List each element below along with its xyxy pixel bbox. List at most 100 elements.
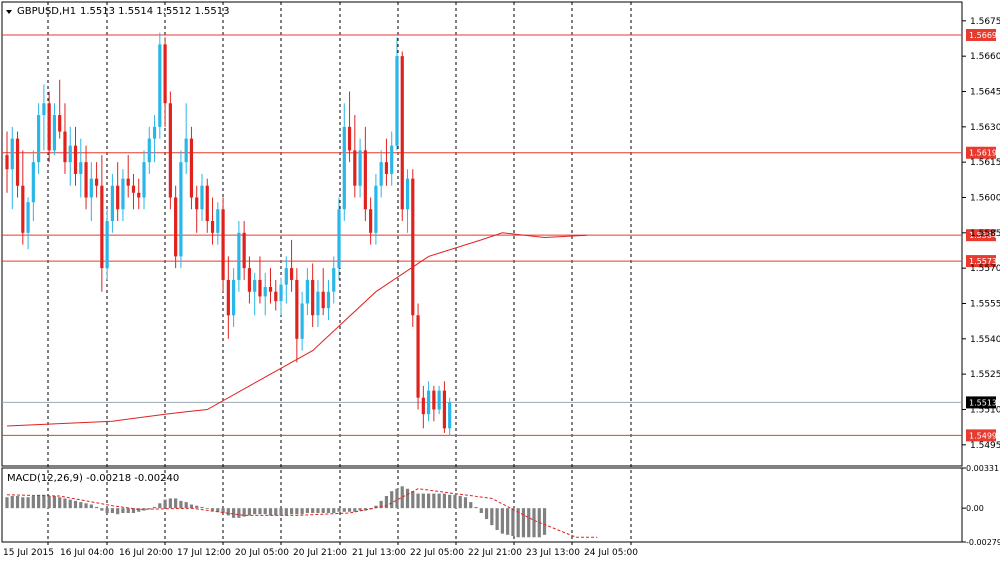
macd-histogram-bar bbox=[73, 500, 78, 509]
candle-body bbox=[68, 145, 72, 163]
candle-body bbox=[79, 162, 83, 174]
candle-body bbox=[300, 303, 304, 339]
macd-histogram-bar bbox=[516, 508, 520, 538]
candle-body bbox=[305, 279, 309, 304]
candle-body bbox=[363, 150, 367, 210]
level-price-badge bbox=[966, 255, 996, 268]
candle-body bbox=[52, 115, 57, 151]
candle-body bbox=[126, 178, 130, 186]
macd-histogram-bar bbox=[274, 508, 278, 516]
candle-body bbox=[379, 162, 383, 186]
candle-body bbox=[437, 390, 441, 410]
macd-histogram-bar bbox=[210, 508, 215, 511]
macd-histogram-bar bbox=[137, 508, 141, 512]
macd-histogram-bar bbox=[126, 508, 130, 514]
candle-body bbox=[221, 209, 225, 280]
candle-body bbox=[253, 279, 257, 292]
macd-histogram-bar bbox=[374, 505, 378, 509]
candle-body bbox=[110, 185, 114, 222]
candle-body bbox=[31, 162, 35, 203]
macd-label: MACD(12,26,9) -0.00218 -0.00240 bbox=[7, 473, 179, 484]
macd-histogram-bar bbox=[258, 508, 262, 515]
candle-body bbox=[147, 138, 151, 163]
candle-body bbox=[268, 286, 273, 292]
macd-histogram-bar bbox=[390, 491, 394, 509]
macd-histogram-bar bbox=[58, 497, 62, 509]
macd-histogram-bar bbox=[400, 486, 404, 509]
candle-body bbox=[131, 185, 136, 193]
candle-body bbox=[321, 291, 325, 309]
macd-histogram-bar bbox=[411, 491, 415, 509]
macd-histogram-bar bbox=[42, 494, 46, 509]
symbol-label[interactable]: GBPUSD,H1 bbox=[17, 6, 76, 17]
candle-body bbox=[142, 162, 146, 198]
candle-body bbox=[73, 145, 78, 174]
candle-body bbox=[295, 279, 299, 339]
macd-histogram-bar bbox=[316, 508, 320, 514]
macd-histogram-bar bbox=[47, 496, 51, 509]
candle-body bbox=[232, 279, 236, 316]
y-tick-label: 1.5495 bbox=[970, 441, 1000, 451]
macd-histogram-bar bbox=[52, 496, 57, 509]
candle-body bbox=[237, 232, 241, 280]
level-price-text: 1.5619 bbox=[969, 149, 997, 158]
macd-histogram-bar bbox=[416, 493, 420, 509]
y-tick-label: 1.5510 bbox=[970, 405, 1000, 415]
macd-histogram-bar bbox=[511, 508, 515, 537]
moving-average-line bbox=[6, 232, 587, 427]
macd-histogram-bar bbox=[321, 508, 325, 514]
candle-body bbox=[427, 390, 431, 415]
candle-body bbox=[5, 155, 9, 170]
candle-body bbox=[263, 286, 267, 297]
candle-body bbox=[421, 397, 425, 415]
macd-histogram-bar bbox=[463, 497, 468, 509]
macd-y-tick-label: 0.00 bbox=[966, 504, 984, 513]
y-tick-label: 1.5615 bbox=[970, 158, 1000, 168]
candle-body bbox=[137, 192, 141, 198]
candle-body bbox=[47, 103, 51, 151]
macd-histogram-bar bbox=[37, 494, 41, 509]
level-price-badge bbox=[966, 146, 996, 159]
macd-histogram-bar bbox=[226, 508, 230, 516]
candle-body bbox=[258, 279, 262, 297]
macd-histogram-bar bbox=[237, 508, 241, 518]
x-tick-label: 16 Jul 04:00 bbox=[60, 548, 114, 558]
candle-body bbox=[316, 291, 320, 316]
symbol-dropdown-icon[interactable] bbox=[6, 10, 12, 14]
y-tick-label: 1.5675 bbox=[970, 17, 1000, 27]
macd-histogram-bar bbox=[342, 508, 346, 512]
y-tick-label: 1.5600 bbox=[970, 193, 1000, 203]
macd-histogram-bar bbox=[421, 493, 425, 509]
macd-histogram-bar bbox=[263, 508, 267, 515]
macd-histogram-bar bbox=[247, 508, 252, 516]
macd-histogram-bar bbox=[147, 508, 151, 510]
x-tick-label: 20 Jul 21:00 bbox=[293, 548, 347, 558]
candle-body bbox=[94, 178, 99, 186]
macd-histogram-bar bbox=[168, 498, 172, 509]
x-tick-label: 15 Jul 2015 bbox=[3, 548, 54, 558]
level-price-badge bbox=[966, 429, 996, 442]
macd-histogram-bar bbox=[527, 508, 531, 538]
candle-body bbox=[210, 221, 215, 233]
candle-body bbox=[200, 185, 204, 210]
macd-histogram-bar bbox=[242, 508, 246, 517]
macd-histogram-bar bbox=[68, 499, 72, 509]
candle-body bbox=[405, 178, 410, 210]
macd-histogram-bar bbox=[89, 504, 93, 509]
macd-histogram-bar bbox=[205, 508, 209, 509]
macd-histogram-bar bbox=[163, 499, 167, 509]
macd-histogram-bar bbox=[15, 496, 20, 509]
candle-body bbox=[179, 162, 183, 257]
macd-histogram-bar bbox=[221, 508, 225, 514]
candle-body bbox=[374, 185, 378, 233]
macd-histogram-bar bbox=[195, 505, 199, 509]
candle-body bbox=[15, 138, 20, 186]
macd-histogram-bar bbox=[432, 493, 436, 509]
y-tick-label: 1.5585 bbox=[970, 229, 1000, 239]
macd-histogram-bar bbox=[347, 508, 352, 512]
candle-body bbox=[89, 178, 93, 198]
macd-histogram-bar bbox=[448, 494, 452, 509]
candle-body bbox=[37, 115, 41, 163]
